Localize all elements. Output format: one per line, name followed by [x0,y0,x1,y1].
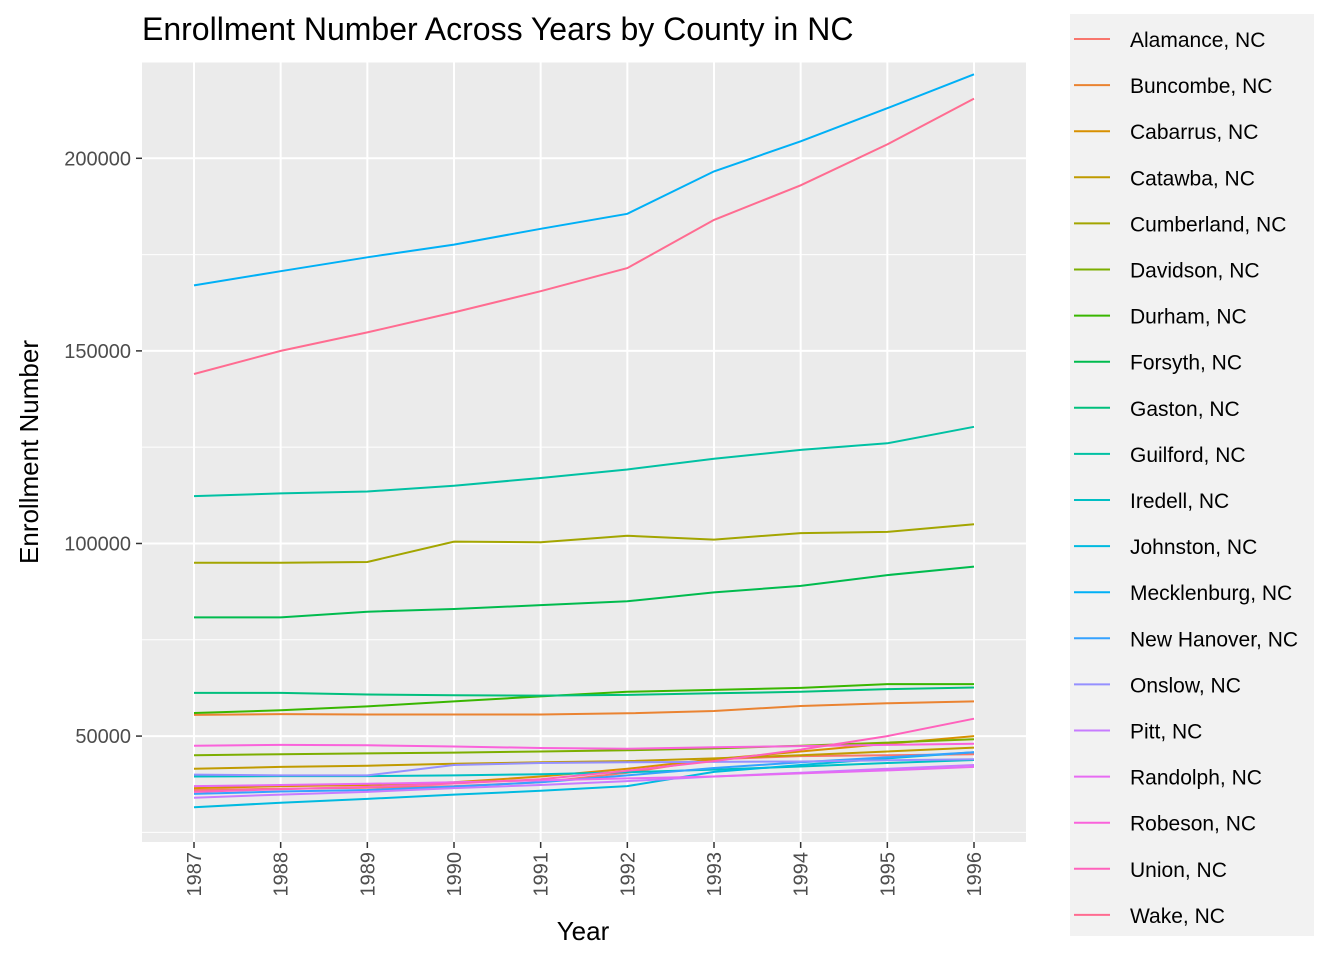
legend-label: Guilford, NC [1130,444,1246,467]
series-line [193,765,975,788]
series-line [193,742,975,750]
series-line [194,686,975,697]
legend-label: Buncombe, NC [1130,75,1272,98]
series-line [193,738,975,757]
series-line [193,717,975,793]
series-line [193,73,975,287]
y-tick-label: 150000 [64,341,131,363]
legend-label: Gaston, NC [1130,398,1240,421]
series-lines [193,73,975,809]
chart-title: Enrollment Number Across Years by County… [142,11,853,47]
y-axis: 50000 100000 150000 200000 [64,148,142,748]
x-tick-label: 1995 [877,852,899,897]
y-tick-label: 100000 [64,533,131,555]
legend-label: Durham, NC [1130,306,1247,329]
legend-label: Onslow, NC [1130,674,1241,697]
legend-background [1070,14,1314,936]
x-axis: 1987 1988 1989 1990 1991 1992 1993 1994 1995 1996 [184,842,986,897]
x-tick-label: 1994 [791,852,813,897]
x-tick-label: 1993 [704,852,726,897]
series-line [193,425,975,498]
x-tick-label: 1992 [617,852,639,897]
legend-label: Forsyth, NC [1130,352,1242,375]
legend-label: Wake, NC [1130,905,1225,928]
series-line [193,758,975,777]
y-axis-title: Enrollment Number [14,340,44,564]
legend-label: Robeson, NC [1130,813,1256,836]
legend-label: Union, NC [1130,859,1227,882]
legend-label: Alamance, NC [1130,29,1265,52]
x-tick-label: 1987 [184,852,206,897]
legend: Alamance, NC Buncombe, NC Cabarrus, NC Cata… [1070,14,1314,936]
series-line [194,565,975,619]
series-line [193,97,975,375]
grid-minor [142,61,1026,833]
legend-label: Cabarrus, NC [1130,121,1258,144]
x-tick-label: 1996 [964,852,986,897]
y-tick-label: 200000 [64,148,131,170]
series-line [194,523,975,564]
grid-major [142,62,1026,842]
legend-label: Pitt, NC [1130,721,1202,744]
legend-label: Cumberland, NC [1130,213,1286,236]
x-tick-label: 1988 [271,852,293,897]
x-tick-label: 1990 [444,852,466,897]
legend-label: Mecklenburg, NC [1130,582,1292,605]
y-tick-label: 50000 [75,726,131,748]
plot-panel [142,62,1026,842]
legend-label: New Hanover, NC [1130,628,1298,651]
series-line [193,700,975,716]
x-axis-title: Year [557,916,610,946]
legend-label: Johnston, NC [1130,536,1257,559]
legend-label: Davidson, NC [1130,260,1260,283]
series-line [193,683,974,714]
x-tick-label: 1991 [531,852,553,897]
legend-label: Catawba, NC [1130,167,1255,190]
series-line [193,764,975,799]
x-tick-label: 1989 [357,852,379,897]
legend-label: Iredell, NC [1130,490,1229,513]
legend-label: Randolph, NC [1130,767,1262,790]
